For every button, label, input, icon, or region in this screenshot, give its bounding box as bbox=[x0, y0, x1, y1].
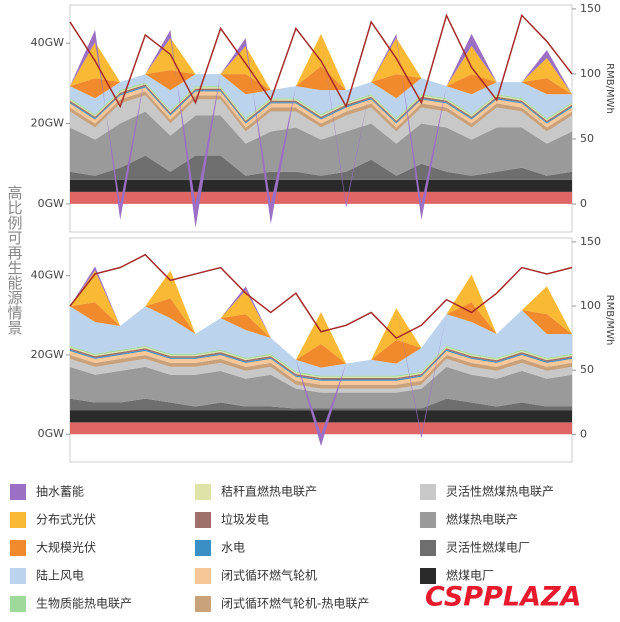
price-line bbox=[69, 253, 573, 340]
legend-label: 抽水蓄能 bbox=[36, 485, 84, 499]
legend-swatch bbox=[420, 568, 436, 584]
legend-swatch bbox=[10, 540, 26, 556]
legend-label: 大规模光伏 bbox=[36, 540, 96, 555]
area bbox=[70, 191, 572, 204]
legend-label: 垃圾发电 bbox=[221, 512, 269, 527]
legend-label: 灵活性燃煤电厂 bbox=[446, 540, 530, 555]
area bbox=[70, 306, 572, 376]
legend-swatch bbox=[420, 540, 436, 556]
legend-label: 灵活性燃煤热电联产 bbox=[446, 484, 554, 499]
area bbox=[70, 358, 572, 393]
legend-swatch bbox=[195, 540, 211, 556]
area bbox=[70, 354, 572, 389]
legend-label: 分布式光伏 bbox=[36, 513, 96, 527]
y2-tick-label: 50 bbox=[580, 132, 594, 145]
price-line bbox=[69, 13, 573, 109]
y-tick-label: 20GW bbox=[31, 117, 65, 130]
legend-label: 陆上风电 bbox=[36, 568, 84, 583]
legend-swatch bbox=[10, 568, 26, 584]
legend-swatch bbox=[195, 512, 211, 528]
y2-axis-label: RMB/MWh bbox=[604, 63, 615, 114]
area bbox=[70, 155, 572, 180]
side-label: 高比例可再生能源情景 bbox=[6, 185, 24, 335]
area bbox=[70, 398, 572, 411]
y2-axis-label: RMB/MWh bbox=[604, 295, 615, 346]
legend-label: 燃煤电厂 bbox=[446, 568, 494, 583]
y2-tick-label: 50 bbox=[580, 363, 594, 376]
y2-tick-label: 0 bbox=[580, 427, 587, 440]
y2-tick-label: 0 bbox=[580, 197, 587, 210]
legend-swatch bbox=[10, 512, 26, 528]
legend-swatch bbox=[195, 568, 211, 584]
y-tick-label: 40GW bbox=[31, 36, 65, 49]
legend-swatch bbox=[420, 512, 436, 528]
area bbox=[70, 179, 572, 192]
area bbox=[70, 33, 572, 95]
legend-swatch bbox=[420, 484, 436, 500]
legend-label: 闭式循环燃气轮机-热电联产 bbox=[221, 596, 369, 611]
area bbox=[70, 270, 572, 364]
area bbox=[70, 366, 572, 409]
area bbox=[70, 74, 572, 119]
y-tick-label: 0GW bbox=[38, 427, 65, 440]
y2-tick-label: 150 bbox=[580, 2, 601, 15]
legend-label: 燃煤热电联产 bbox=[446, 512, 518, 527]
y2-tick-label: 100 bbox=[580, 67, 601, 80]
legend-label: 生物质能热电联产 bbox=[36, 597, 132, 611]
legend-swatch bbox=[195, 596, 211, 612]
watermark: CSPPLAZA bbox=[425, 582, 581, 613]
y2-tick-label: 150 bbox=[580, 235, 601, 248]
legend-swatch bbox=[10, 484, 26, 500]
y-tick-label: 40GW bbox=[31, 269, 65, 282]
area bbox=[70, 410, 572, 423]
area bbox=[70, 298, 572, 368]
legend-label: 闭式循环燃气轮机 bbox=[221, 568, 317, 583]
y-tick-label: 0GW bbox=[38, 197, 65, 210]
area bbox=[70, 422, 572, 435]
legend-label: 秸秆直燃热电联产 bbox=[221, 484, 317, 499]
legend-label: 水电 bbox=[221, 541, 245, 555]
legend-swatch bbox=[10, 596, 26, 612]
legend-swatch bbox=[195, 484, 211, 500]
area bbox=[70, 350, 572, 385]
area bbox=[70, 29, 572, 228]
y2-tick-label: 100 bbox=[580, 299, 601, 312]
area bbox=[70, 95, 572, 144]
y-tick-label: 20GW bbox=[31, 348, 65, 361]
